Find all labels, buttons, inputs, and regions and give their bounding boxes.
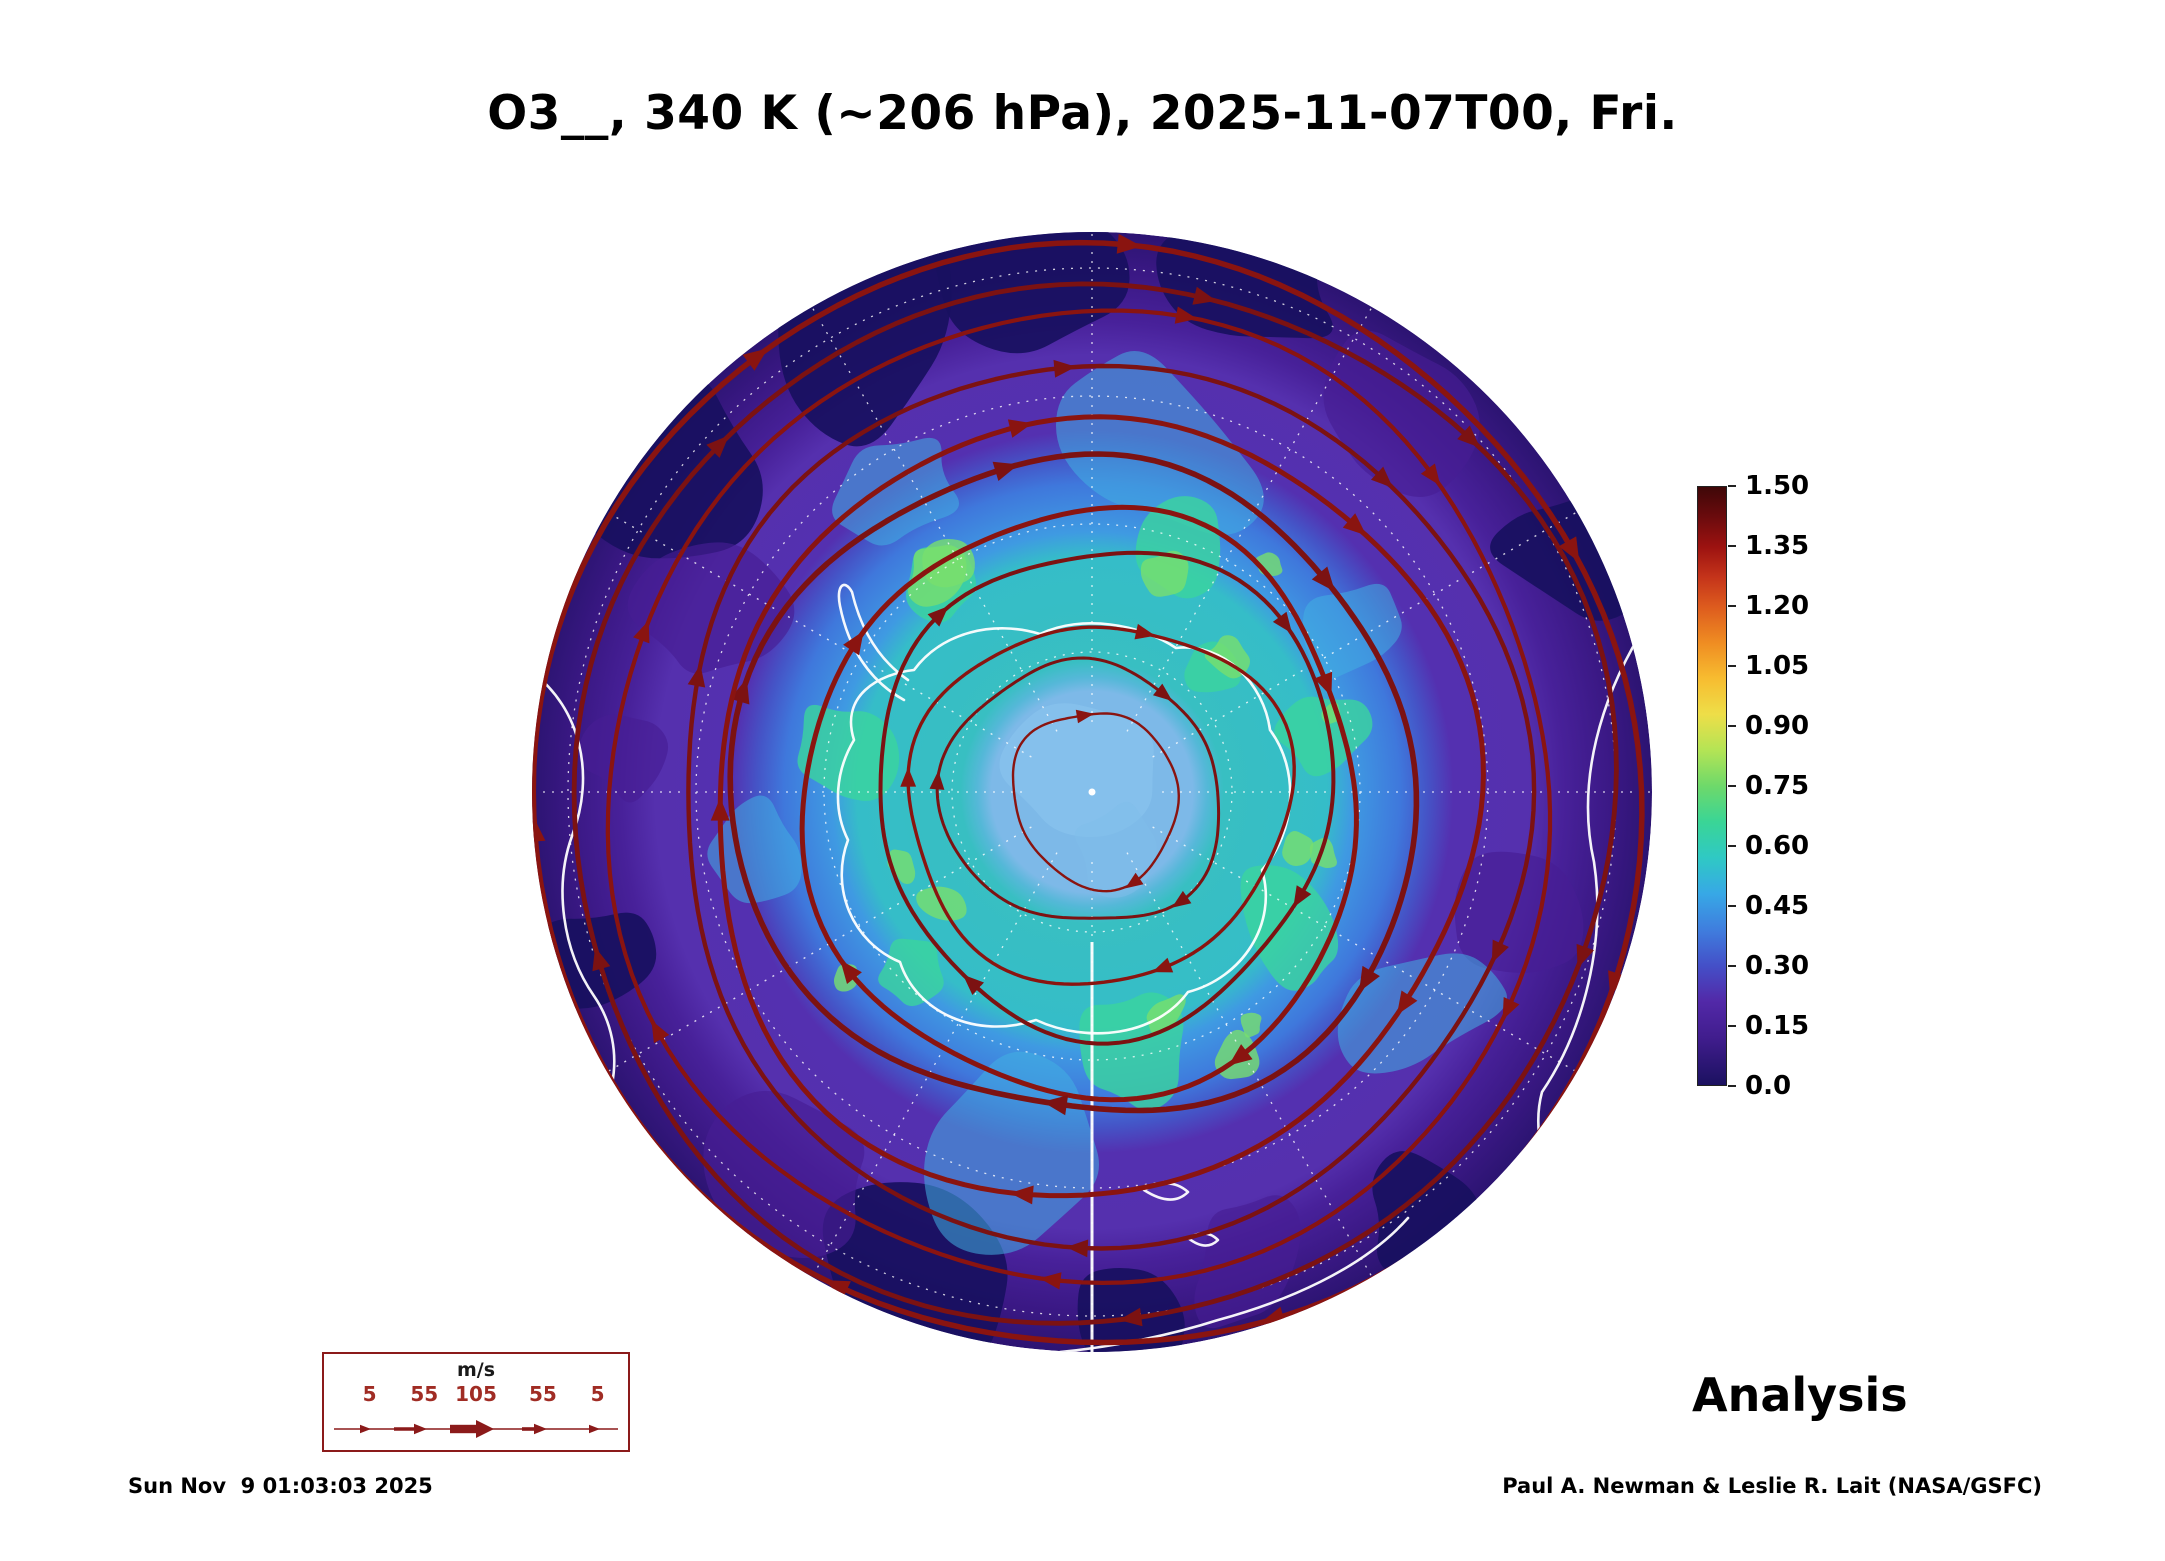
wind-speed-values: 5 55 105 55 5 <box>324 1382 628 1406</box>
colorbar-tick-label: 1.20 <box>1745 591 1810 621</box>
colorbar-tick <box>1728 605 1736 607</box>
colorbar-tick <box>1728 485 1736 487</box>
colorbar-tick <box>1728 785 1736 787</box>
colorbar-gradient <box>1697 486 1727 1086</box>
coastline-bottom-edge <box>1058 1216 1410 1352</box>
colorbar-tick-label: 0.75 <box>1745 771 1810 801</box>
colorbar-tick <box>1728 665 1736 667</box>
colorbar-tick-label: 0.90 <box>1745 711 1810 741</box>
wind-unit-label: m/s <box>456 1359 496 1381</box>
generation-timestamp: Sun Nov 9 01:03:03 2025 <box>128 1474 433 1498</box>
colorbar-tick-label: 1.50 <box>1745 471 1810 501</box>
wind-streamlines <box>532 233 1645 1346</box>
wind-speed-value: 55 <box>410 1382 439 1406</box>
colorbar-tick-label: 0.15 <box>1745 1011 1810 1041</box>
colorbar-tick-label: 0.30 <box>1745 951 1810 981</box>
colorbar-tick-label: 0.0 <box>1745 1071 1792 1101</box>
colorbar-tick <box>1728 1085 1736 1087</box>
colorbar-tick-label: 0.45 <box>1745 891 1810 921</box>
wind-speed-value: 105 <box>455 1382 497 1406</box>
wind-arrow-scale <box>334 1420 618 1438</box>
colorbar-tick <box>1728 845 1736 847</box>
colorbar-tick-label: 1.35 <box>1745 531 1810 561</box>
colorbar: 1.50 1.35 1.20 1.05 0.90 0.75 0.60 0.45 0.30 0.15… <box>1697 471 1867 1101</box>
colorbar-tick-label: 0.60 <box>1745 831 1810 861</box>
wind-speed-legend: m/s 5 55 105 55 5 <box>322 1352 630 1452</box>
colorbar-tick <box>1728 905 1736 907</box>
colorbar-tick-label: 1.05 <box>1745 651 1810 681</box>
colorbar-tick <box>1728 1025 1736 1027</box>
wind-speed-value: 55 <box>528 1382 557 1406</box>
polar-ozone-map <box>532 232 1652 1352</box>
plot-title: O3__, 340 K (~206 hPa), 2025-11-07T00, F… <box>487 86 1678 141</box>
colorbar-tick <box>1728 725 1736 727</box>
coastline-antarctica <box>836 622 1292 1035</box>
coastline-antarctic-peninsula <box>837 583 910 702</box>
credit-line: Paul A. Newman & Leslie R. Lait (NASA/GS… <box>1502 1474 2042 1498</box>
wind-speed-value: 5 <box>590 1382 605 1406</box>
analysis-label: Analysis <box>1692 1368 1908 1422</box>
colorbar-tick <box>1728 965 1736 967</box>
wind-speed-value: 5 <box>362 1382 377 1406</box>
colorbar-tick <box>1728 545 1736 547</box>
